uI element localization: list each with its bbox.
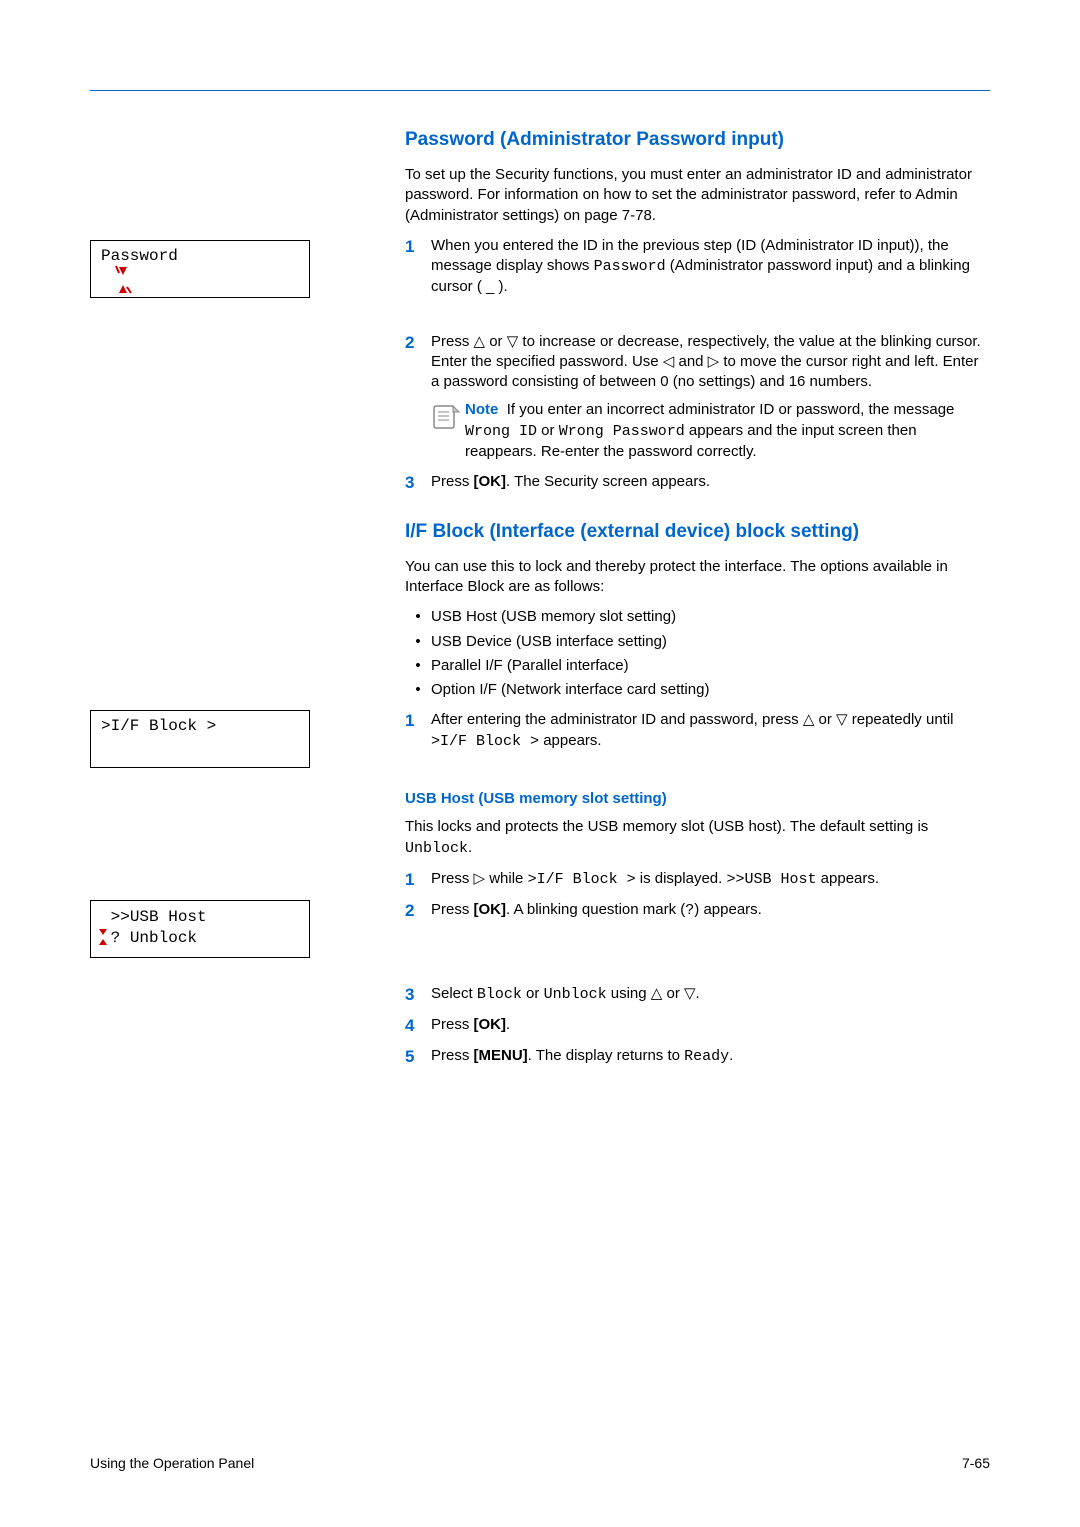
step-number: 2 (405, 332, 431, 393)
section-password: Password (Administrator Password input) … (90, 129, 990, 236)
footer-right: 7-65 (962, 1455, 990, 1471)
step2-text: Press △ or ▽ to increase or decrease, re… (431, 332, 990, 393)
bullet: Parallel I/F (Parallel interface) (431, 656, 990, 676)
usb-step1-text: Press ▷ while >I/F Block > is displayed.… (431, 869, 990, 892)
bullet: USB Device (USB interface setting) (431, 632, 990, 652)
row-usb-steps345: 3 Select Block or Unblock using △ or ▽. … (90, 984, 990, 1077)
intro-ifblock: You can use this to lock and thereby pro… (405, 557, 990, 598)
step1-text: When you entered the ID in the previous … (431, 236, 990, 298)
row-usb-step2: >>USB Host ? Unblock 2 Press [OK]. A bli… (90, 900, 990, 958)
row-step2: 2 Press △ or ▽ to increase or decrease, … (90, 332, 990, 503)
usb-step2-text: Press [OK]. A blinking question mark (?)… (431, 900, 990, 923)
note-box: Note If you enter an incorrect administr… (431, 400, 990, 462)
step-number: 3 (405, 984, 431, 1007)
row-step1: Password 1 When you entered the ID in th… (90, 236, 990, 306)
note-icon (431, 400, 465, 434)
row-ifblock-step1: >I/F Block > 1 After entering the admini… (90, 710, 990, 768)
step-number: 4 (405, 1015, 431, 1038)
cursor-arrows-down-icon (115, 265, 135, 277)
step-number: 5 (405, 1046, 431, 1069)
usb-step3-text: Select Block or Unblock using △ or ▽. (431, 984, 990, 1007)
lcd-text: Password (101, 247, 178, 265)
step3-text: Press [OK]. The Security screen appears. (431, 472, 990, 495)
bullet: Option I/F (Network interface card setti… (431, 680, 990, 700)
usb-step5-text: Press [MENU]. The display returns to Rea… (431, 1046, 990, 1069)
intro-password: To set up the Security functions, you mu… (405, 165, 990, 226)
step-number: 2 (405, 900, 431, 923)
step-number: 1 (405, 236, 431, 298)
usb-step4-text: Press [OK]. (431, 1015, 990, 1038)
bullet: USB Host (USB memory slot setting) (431, 607, 990, 627)
lcd-ifblock: >I/F Block > (90, 710, 310, 768)
cursor-arrows-icon (97, 928, 111, 946)
heading-usbhost: USB Host (USB memory slot setting) (405, 790, 990, 807)
step-number: 3 (405, 472, 431, 495)
step-number: 1 (405, 869, 431, 892)
top-rule (90, 90, 990, 91)
lcd-text: >I/F Block > (101, 717, 216, 735)
section-usbhost: USB Host (USB memory slot setting) This … (90, 768, 990, 899)
note-text: Note If you enter an incorrect administr… (465, 400, 990, 462)
lcd-line1: >>USB Host (111, 908, 207, 926)
lcd-line2: ? Unblock (111, 929, 197, 947)
footer: Using the Operation Panel 7-65 (90, 1455, 990, 1471)
page: Password (Administrator Password input) … (0, 0, 1080, 1527)
section-ifblock: I/F Block (Interface (external device) b… (90, 521, 990, 705)
intro-usbhost: This locks and protects the USB memory s… (405, 817, 990, 859)
lcd-password: Password (90, 240, 310, 298)
cursor-arrows-up-icon (115, 283, 135, 295)
heading-password: Password (Administrator Password input) (405, 129, 990, 151)
footer-left: Using the Operation Panel (90, 1455, 254, 1471)
lcd-usbhost: >>USB Host ? Unblock (90, 900, 310, 958)
step-number: 1 (405, 710, 431, 752)
ifblock-step1-text: After entering the administrator ID and … (431, 710, 990, 752)
heading-ifblock: I/F Block (Interface (external device) b… (405, 521, 990, 543)
